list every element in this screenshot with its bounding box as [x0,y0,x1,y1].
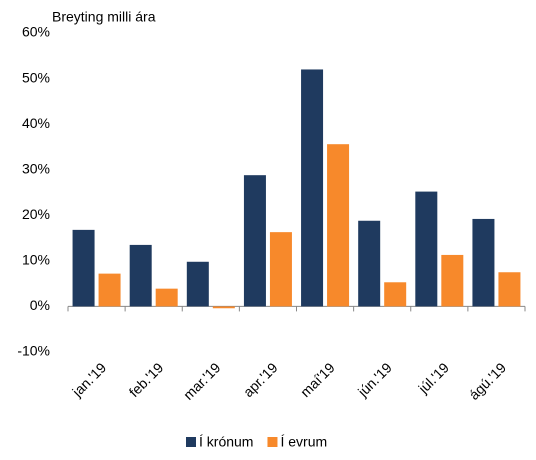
y-tick-label: -10% [17,343,50,359]
chart-title: Breyting milli ára [52,9,156,25]
bar [301,69,324,307]
y-tick-label: 10% [22,252,50,268]
bar [98,273,121,307]
bar [384,282,407,307]
y-tick-label: 20% [22,206,50,222]
x-tick-label: ágú.'19 [466,359,510,403]
x-tick-label: mar.'19 [180,359,224,403]
bar [441,254,464,307]
bar [472,218,495,307]
x-tick-label: maí'19 [297,359,338,400]
bar [72,229,95,307]
x-tick-label: apr.'19 [240,359,281,400]
x-tick-label: jan.'19 [68,359,109,400]
bar [269,232,292,307]
bar [212,306,235,309]
y-tick-label: 50% [22,69,50,85]
legend-swatch [186,437,196,447]
bar [243,175,266,307]
legend-label: Í evrum [280,434,327,450]
bar [358,220,381,307]
bar [129,244,152,307]
bar [415,191,438,307]
x-tick-label: jún.'19 [354,359,395,400]
bar [327,144,350,307]
legend-swatch [267,437,278,447]
legend-label: Í krónum [199,434,253,450]
y-tick-label: 0% [30,297,50,313]
y-tick-label: 40% [22,115,50,131]
y-tick-label: 30% [22,160,50,176]
x-tick-label: júl.'19 [414,359,452,397]
y-tick-label: 60% [22,24,50,40]
bar [186,261,209,307]
bar [155,288,178,307]
x-tick-label: feb.'19 [126,359,167,400]
bar [498,272,521,307]
